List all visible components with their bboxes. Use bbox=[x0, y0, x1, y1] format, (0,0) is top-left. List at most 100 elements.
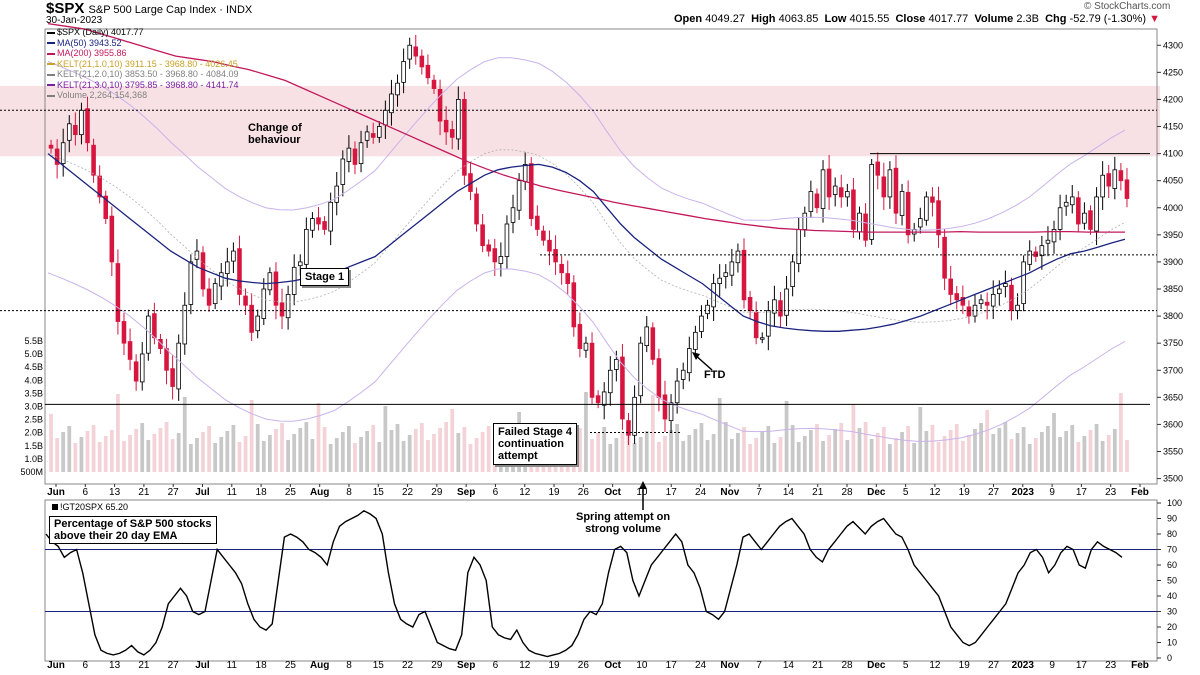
volume-bar bbox=[1094, 424, 1099, 472]
candle-body bbox=[735, 250, 741, 264]
candle-body bbox=[984, 301, 990, 306]
price-tick-label: 3550 bbox=[1163, 447, 1183, 457]
volume-bar bbox=[213, 443, 218, 472]
candle-body bbox=[127, 341, 133, 360]
lower-x-tick-label: 26 bbox=[578, 660, 590, 671]
candle-body bbox=[644, 326, 650, 347]
candle-body bbox=[614, 359, 619, 370]
lower-x-tick-label: 23 bbox=[1105, 660, 1117, 671]
candle-body bbox=[881, 176, 887, 198]
volume-bar bbox=[1027, 444, 1032, 472]
lower-x-tick-label: 21 bbox=[138, 660, 150, 671]
volume-tick-label: 3.0B bbox=[24, 402, 43, 412]
volume-bar bbox=[1052, 413, 1056, 472]
candle-body bbox=[535, 215, 540, 230]
volume-bar bbox=[176, 433, 181, 472]
volume-bar bbox=[480, 432, 485, 472]
breadth-tick-label: 10 bbox=[1167, 638, 1177, 648]
volume-bar bbox=[912, 443, 917, 472]
volume-bar bbox=[699, 423, 704, 472]
legend-item: KELT(21,1.0,10) 3911.15 - 3968.80 - 4026… bbox=[47, 59, 238, 70]
candle-body bbox=[638, 342, 643, 397]
price-tick-label: 4100 bbox=[1163, 149, 1183, 159]
volume-bar bbox=[237, 442, 242, 472]
candle-body bbox=[693, 331, 698, 350]
x-tick-label: 8 bbox=[346, 487, 352, 498]
volume-bar bbox=[1106, 435, 1111, 472]
volume-bar bbox=[310, 439, 315, 472]
symbol-title: $SPX S&P 500 Large Cap Index · INDX bbox=[46, 0, 253, 17]
candle-body bbox=[948, 278, 953, 295]
x-tick-label: 27 bbox=[988, 487, 1000, 498]
candle-body bbox=[966, 306, 972, 317]
candle-body bbox=[772, 299, 777, 314]
x-tick-label: Jul bbox=[195, 487, 210, 498]
volume-bar bbox=[590, 439, 594, 472]
candle-body bbox=[237, 248, 242, 295]
volume-bar bbox=[103, 436, 108, 472]
candle-body bbox=[899, 191, 905, 217]
volume-bar bbox=[906, 426, 911, 472]
volume-bar bbox=[468, 444, 473, 472]
volume-tick-label: 1.0B bbox=[24, 454, 43, 464]
volume-bar bbox=[55, 438, 60, 472]
candle-body bbox=[437, 88, 443, 122]
volume-bar bbox=[85, 431, 90, 472]
legend-swatch bbox=[47, 52, 55, 55]
candle-body bbox=[419, 55, 425, 68]
volume-bar bbox=[462, 427, 467, 472]
volume-bar bbox=[164, 422, 169, 472]
volume-bar bbox=[292, 434, 297, 472]
volume-bar bbox=[116, 394, 120, 472]
candle-body bbox=[705, 304, 710, 315]
candle-body bbox=[54, 148, 60, 165]
volume-bar bbox=[742, 427, 746, 472]
candle-body bbox=[753, 311, 759, 339]
volume-bar bbox=[1112, 429, 1117, 472]
x-tick-label: 29 bbox=[431, 487, 443, 498]
annotation-change-of-behaviour: Change of behaviour bbox=[248, 122, 302, 146]
candle-body bbox=[474, 193, 479, 225]
volume-bar bbox=[948, 430, 953, 472]
candle-body bbox=[656, 358, 662, 398]
volume-bar bbox=[1076, 442, 1081, 472]
candle-body bbox=[863, 213, 868, 241]
volume-bar bbox=[456, 433, 461, 472]
volume-bar bbox=[614, 438, 619, 472]
candle-body bbox=[1076, 197, 1081, 225]
volume-bar bbox=[340, 432, 345, 472]
x-tick-label: 6 bbox=[83, 487, 89, 498]
candle-body bbox=[73, 125, 78, 136]
candle-body bbox=[139, 353, 145, 383]
volume-bar bbox=[979, 423, 983, 472]
volume-bar bbox=[723, 422, 728, 472]
volume-bar bbox=[1021, 427, 1026, 472]
candle-body bbox=[304, 229, 309, 265]
candle-body bbox=[650, 327, 656, 360]
annotation-stage1: Stage 1 bbox=[300, 268, 350, 286]
lower-x-tick-label: 12 bbox=[929, 660, 941, 671]
candle-body bbox=[766, 310, 771, 337]
x-tick-label: 9 bbox=[1049, 487, 1055, 498]
candle-body bbox=[577, 324, 583, 349]
volume-bar bbox=[152, 434, 157, 472]
candle-body bbox=[583, 342, 589, 351]
x-tick-label: Aug bbox=[310, 487, 329, 498]
legend-item: MA(50) 3943.52 bbox=[47, 38, 122, 49]
candle-body bbox=[747, 296, 753, 312]
candle-body bbox=[188, 261, 194, 305]
candle-body bbox=[133, 361, 139, 382]
candle-body bbox=[449, 129, 455, 138]
volume-bar bbox=[1039, 432, 1044, 472]
lower-x-tick-label: 12 bbox=[519, 660, 531, 671]
volume-bar bbox=[875, 433, 880, 472]
volume-bar bbox=[936, 442, 941, 472]
candle-body bbox=[170, 368, 175, 387]
candle-body bbox=[1082, 212, 1087, 224]
candle-body bbox=[522, 164, 528, 182]
candle-body bbox=[960, 296, 966, 306]
volume-bar bbox=[383, 406, 388, 472]
candle-body bbox=[778, 300, 783, 317]
legend-item: Volume 2,264,154,368 bbox=[47, 90, 147, 101]
volume-tick-label: 3.5B bbox=[24, 388, 43, 398]
